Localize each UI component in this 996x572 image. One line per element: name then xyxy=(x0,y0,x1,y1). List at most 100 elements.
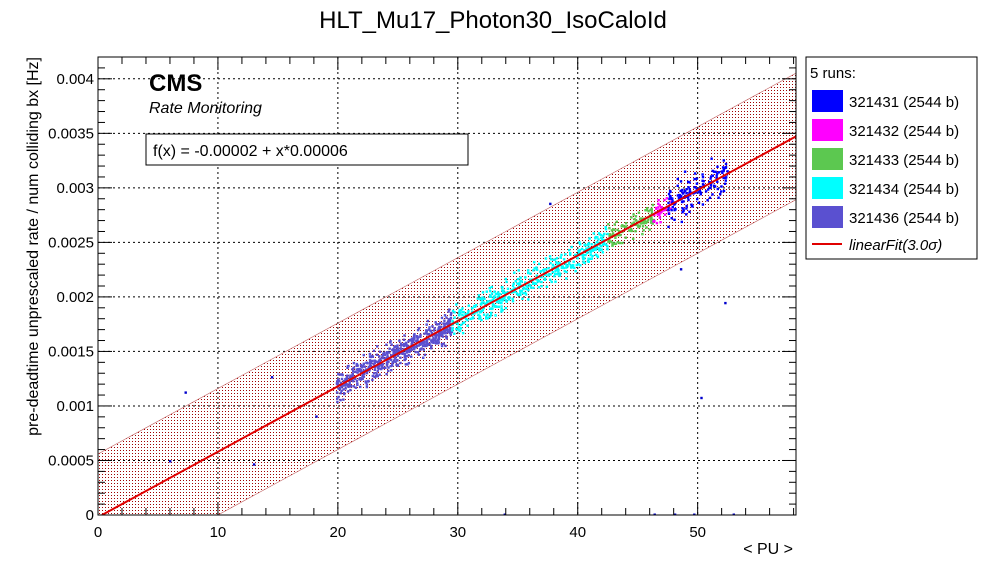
data-point xyxy=(394,360,397,364)
data-point xyxy=(455,327,458,331)
data-point xyxy=(352,361,356,365)
data-point xyxy=(486,313,489,316)
data-point xyxy=(467,309,470,313)
data-point xyxy=(499,292,502,296)
data-point xyxy=(359,378,363,381)
data-point xyxy=(511,300,515,303)
data-point xyxy=(602,243,606,246)
data-point xyxy=(589,253,592,257)
data-point xyxy=(650,215,653,219)
data-point xyxy=(723,167,726,170)
data-point xyxy=(396,344,399,347)
data-point xyxy=(711,193,714,196)
data-point xyxy=(500,307,503,311)
data-point xyxy=(524,293,528,296)
data-point xyxy=(410,348,414,351)
outlier-point xyxy=(184,391,187,394)
data-point xyxy=(551,270,554,274)
data-point xyxy=(437,336,441,340)
data-point xyxy=(668,195,672,198)
data-point xyxy=(447,323,450,326)
data-point xyxy=(362,362,365,365)
data-point xyxy=(624,222,628,225)
data-point xyxy=(685,204,688,208)
data-point xyxy=(679,180,683,183)
data-point xyxy=(373,368,376,371)
data-point xyxy=(404,341,408,345)
data-point xyxy=(504,295,507,298)
data-point xyxy=(611,232,615,235)
data-point xyxy=(363,372,366,375)
data-point xyxy=(613,223,616,226)
data-point xyxy=(711,174,714,177)
data-point xyxy=(396,358,399,362)
data-point xyxy=(682,200,685,203)
data-point xyxy=(408,347,411,351)
data-point xyxy=(415,344,419,347)
data-point xyxy=(459,312,462,315)
data-point xyxy=(678,194,682,197)
data-point xyxy=(642,222,645,225)
data-point xyxy=(363,365,367,368)
data-point xyxy=(507,298,511,301)
data-point xyxy=(386,354,389,357)
data-point xyxy=(579,243,582,246)
data-point xyxy=(580,247,584,251)
data-point xyxy=(544,268,548,271)
data-point xyxy=(459,327,463,330)
data-point xyxy=(340,389,343,393)
data-point xyxy=(554,272,557,275)
data-point xyxy=(467,304,470,307)
data-point xyxy=(442,342,445,345)
data-point xyxy=(399,344,403,347)
data-point xyxy=(429,329,432,332)
data-point xyxy=(352,380,355,383)
data-point xyxy=(425,323,428,326)
data-point xyxy=(724,166,728,169)
data-point xyxy=(337,378,340,381)
data-point xyxy=(490,307,493,310)
data-point xyxy=(451,329,454,332)
outlier-point xyxy=(700,396,703,400)
data-point xyxy=(491,298,494,301)
data-point xyxy=(451,327,454,330)
data-point xyxy=(527,288,530,292)
data-point xyxy=(549,261,552,265)
data-point xyxy=(447,318,451,321)
data-point xyxy=(388,347,391,350)
data-point xyxy=(550,280,553,284)
data-point xyxy=(587,242,591,245)
data-point xyxy=(479,303,483,306)
data-point xyxy=(446,321,449,325)
data-point xyxy=(723,182,727,185)
data-point xyxy=(540,280,543,284)
data-point xyxy=(685,207,688,210)
data-point xyxy=(495,301,499,304)
data-point xyxy=(562,258,566,261)
data-point xyxy=(445,337,448,340)
data-point xyxy=(440,333,444,337)
data-point xyxy=(390,354,393,357)
data-point xyxy=(658,213,661,217)
data-point xyxy=(458,313,461,317)
data-point xyxy=(481,291,485,294)
data-point xyxy=(562,266,566,270)
data-point xyxy=(522,288,525,291)
data-point xyxy=(458,329,462,333)
data-point xyxy=(482,301,485,304)
data-point xyxy=(518,293,521,296)
data-point xyxy=(471,310,474,313)
data-point xyxy=(513,271,516,274)
outlier-point xyxy=(270,376,274,379)
data-point xyxy=(361,366,364,369)
data-point xyxy=(659,221,662,224)
data-point xyxy=(597,241,600,245)
data-point xyxy=(660,210,663,214)
data-point xyxy=(422,342,425,345)
legend-swatch xyxy=(812,90,843,112)
data-point xyxy=(355,362,359,366)
data-point xyxy=(722,176,725,180)
data-point xyxy=(378,360,381,364)
data-point xyxy=(346,390,350,393)
data-point xyxy=(393,348,396,352)
